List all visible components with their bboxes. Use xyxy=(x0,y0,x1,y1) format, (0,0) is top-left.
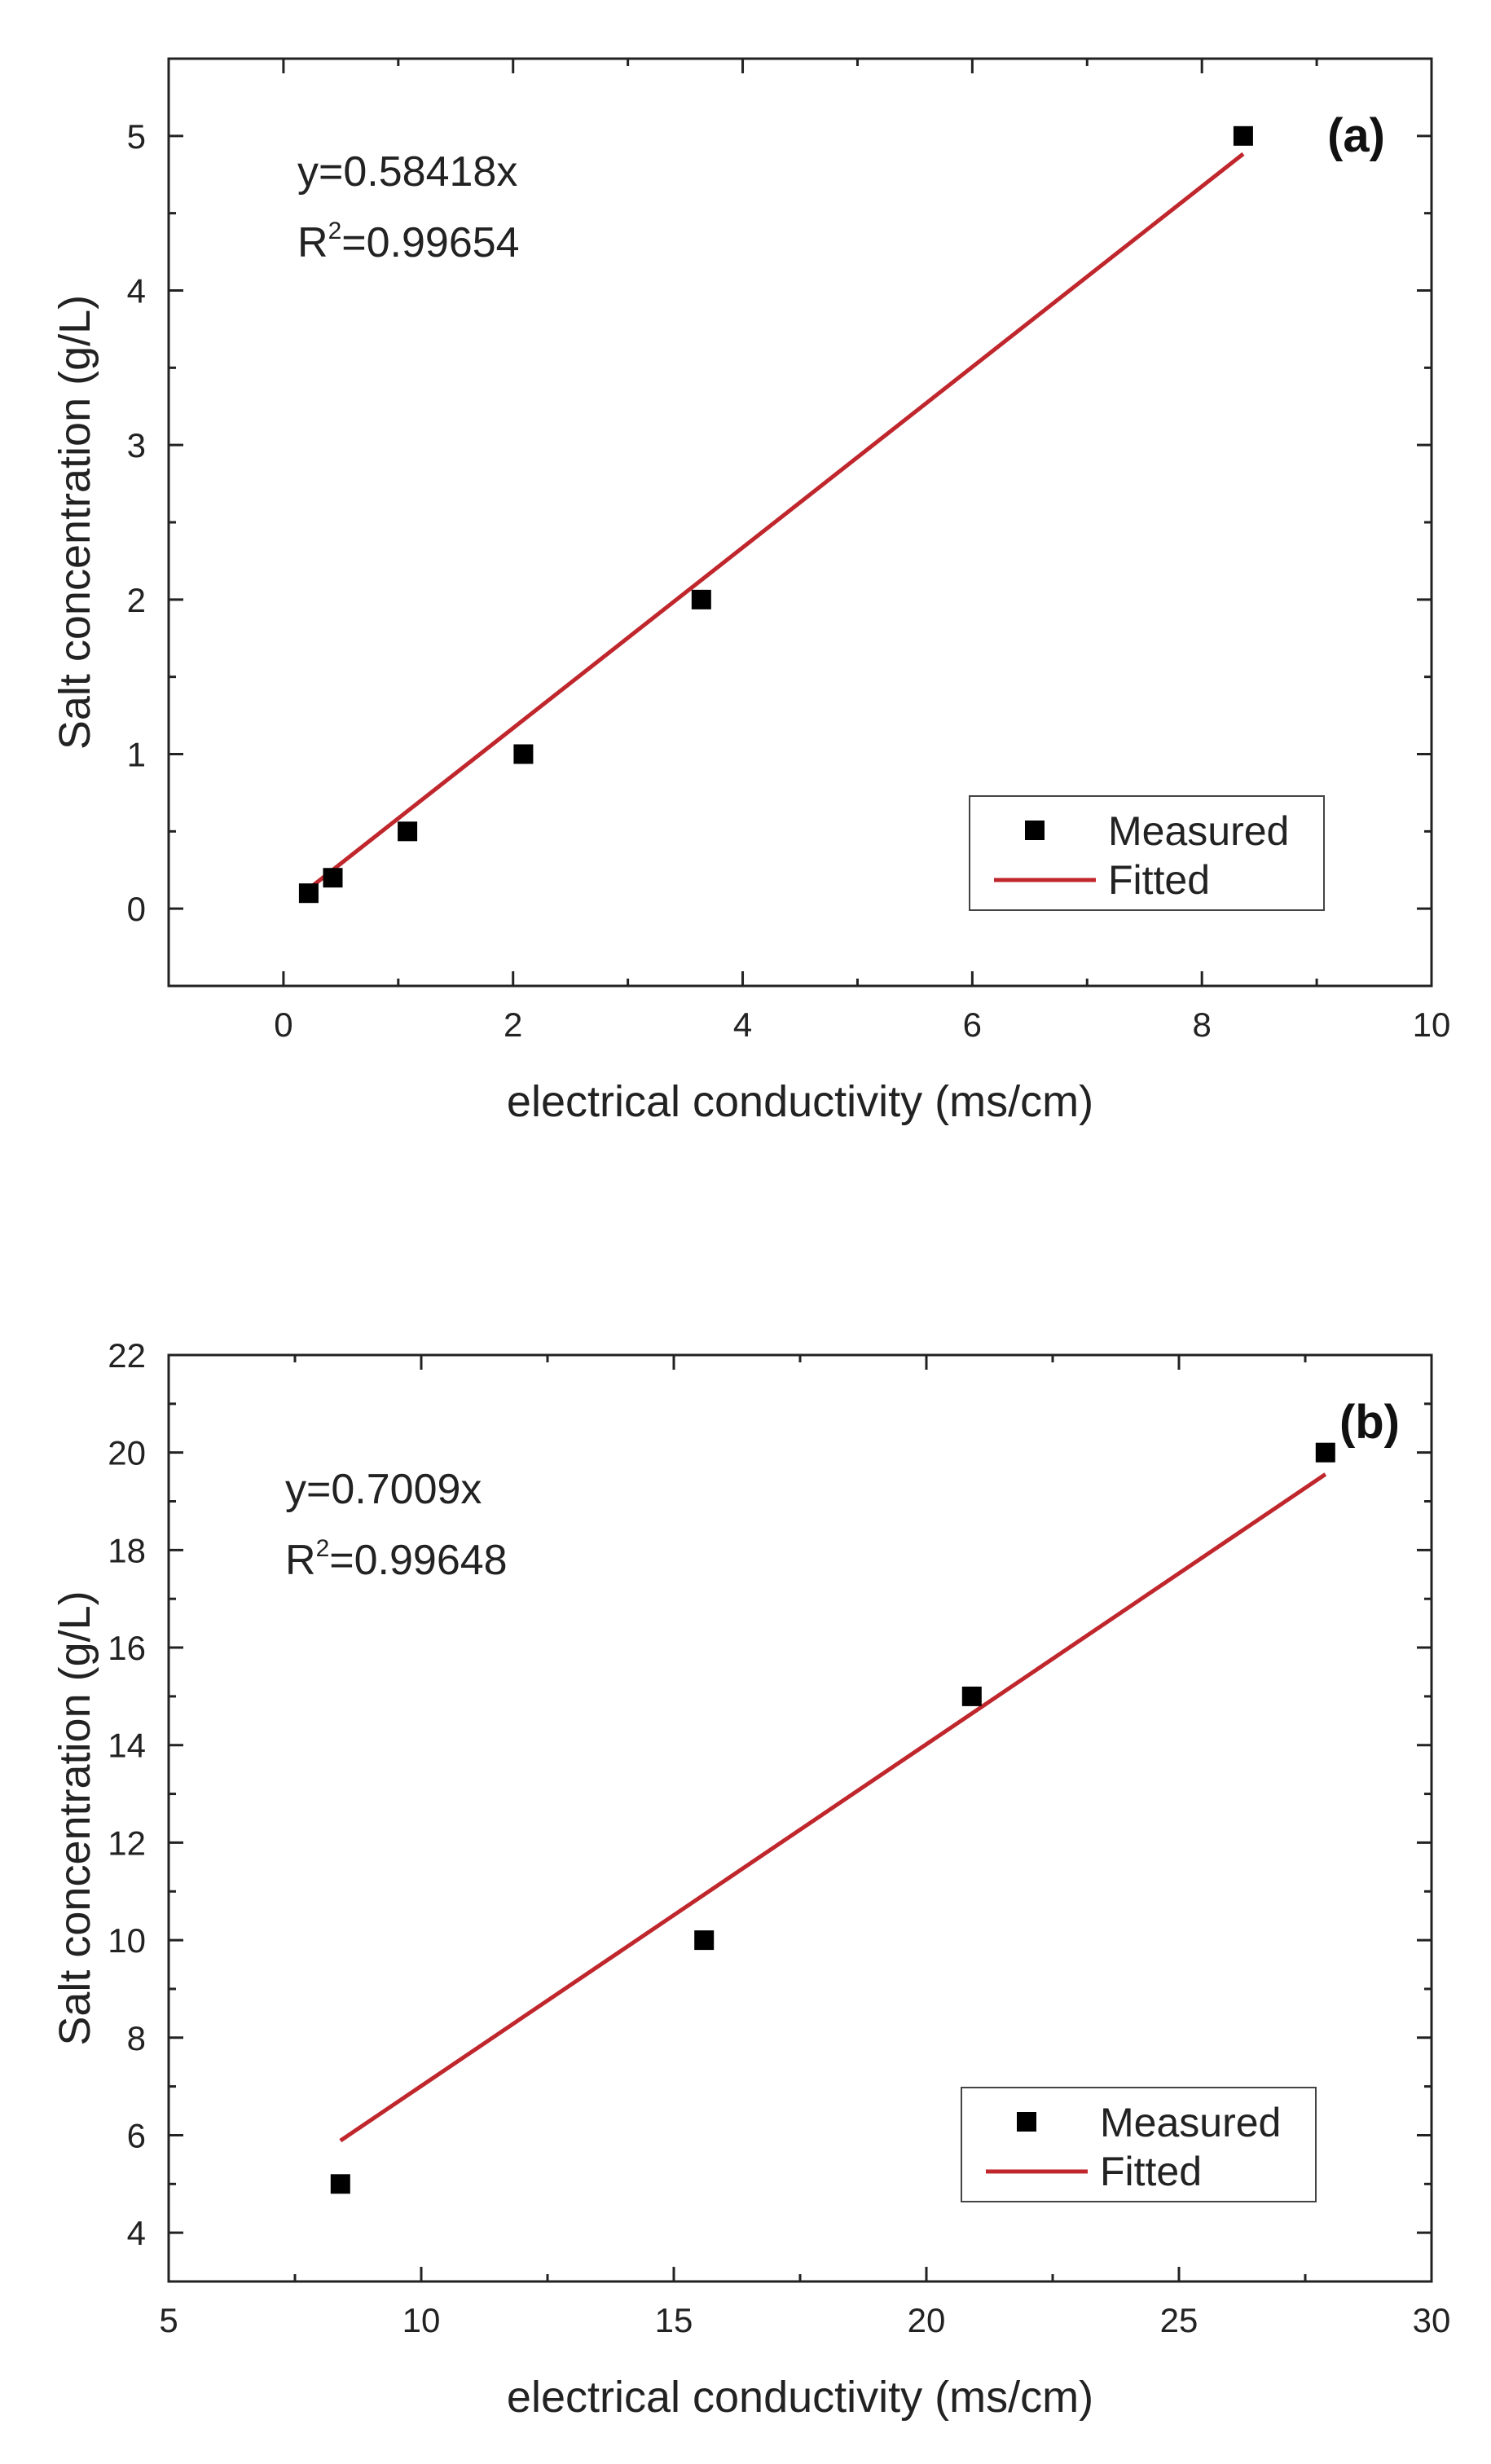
x-tick-label: 10 xyxy=(402,2301,441,2339)
x-tick-label: 15 xyxy=(655,2301,693,2339)
y-tick-label: 5 xyxy=(127,117,146,156)
legend-measured-label: Measured xyxy=(1108,808,1289,854)
legend-fitted-label: Fitted xyxy=(1100,2149,1202,2194)
y-tick-label: 3 xyxy=(127,426,146,464)
y-tick-label: 4 xyxy=(127,2214,146,2252)
chart-panel-b: 5 10 15 20 25 30 4 6 8 10 12 14 16 18 20 22 electrical c… xyxy=(51,1336,1450,2422)
y-tick-label: 22 xyxy=(108,1336,146,1375)
x-tick-label: 8 xyxy=(1193,1005,1212,1044)
x-tick-label: 25 xyxy=(1160,2301,1199,2339)
legend-measured-marker xyxy=(1017,2112,1036,2132)
x-axis-title: electrical conductivity (ms/cm) xyxy=(507,2373,1093,2422)
measured-point xyxy=(398,821,418,842)
y-tick-label: 2 xyxy=(127,581,146,619)
fitted-line xyxy=(339,1472,1327,2143)
x-tick-label: 30 xyxy=(1413,2301,1451,2339)
measured-point xyxy=(323,868,343,888)
equation-label: y=0.58418x xyxy=(297,148,517,196)
measured-point xyxy=(694,1930,715,1951)
y-axis-title: Salt concentration (g/L) xyxy=(51,295,99,750)
panel-label: (b) xyxy=(1339,1396,1400,1449)
legend-fitted-label: Fitted xyxy=(1108,857,1210,903)
measured-point xyxy=(691,589,711,609)
r-squared-label: R2=0.99648 xyxy=(285,1535,508,1584)
measured-point xyxy=(330,2174,350,2194)
y-tick-label: 16 xyxy=(108,1629,146,1667)
measured-point xyxy=(513,744,534,764)
x-tick-label: 2 xyxy=(504,1005,522,1044)
y-tick-label: 8 xyxy=(127,2019,146,2057)
x-tick-label: 0 xyxy=(274,1005,292,1044)
y-tick-label: 4 xyxy=(127,272,146,310)
x-tick-label: 6 xyxy=(963,1005,982,1044)
equation-label: y=0.7009x xyxy=(285,1466,482,1513)
legend-measured-marker xyxy=(1025,821,1045,840)
measured-point xyxy=(1315,1442,1335,1463)
y-axis-title: Salt concentration (g/L) xyxy=(51,1591,99,2045)
y-tick-label: 0 xyxy=(127,890,146,928)
x-tick-label: 4 xyxy=(733,1005,752,1044)
y-tick-label: 12 xyxy=(108,1824,146,1862)
x-tick-label: 20 xyxy=(908,2301,946,2339)
y-tick-label: 1 xyxy=(127,736,146,774)
legend-box xyxy=(961,2087,1317,2202)
y-tick-label: 14 xyxy=(108,1727,146,1765)
fitted-line xyxy=(307,152,1245,891)
panel-label: (a) xyxy=(1327,109,1385,162)
measured-point xyxy=(298,883,319,904)
y-tick-label: 10 xyxy=(108,1921,146,1960)
y-tick-label: 20 xyxy=(108,1434,146,1472)
chart-panel-a: 0 2 4 6 8 10 0 1 2 3 4 5 electrical conductivity (ms… xyxy=(51,57,1451,1126)
r-squared-label: R2=0.99654 xyxy=(297,218,520,266)
x-tick-label: 5 xyxy=(159,2301,178,2339)
measured-point xyxy=(961,1686,982,1706)
y-tick-label: 18 xyxy=(108,1531,146,1569)
legend-box xyxy=(969,795,1325,911)
measured-point xyxy=(1233,125,1253,146)
x-axis-title: electrical conductivity (ms/cm) xyxy=(507,1077,1093,1126)
y-tick-label: 6 xyxy=(127,2116,146,2154)
legend-measured-label: Measured xyxy=(1100,2100,1281,2145)
x-tick-label: 10 xyxy=(1413,1005,1451,1044)
